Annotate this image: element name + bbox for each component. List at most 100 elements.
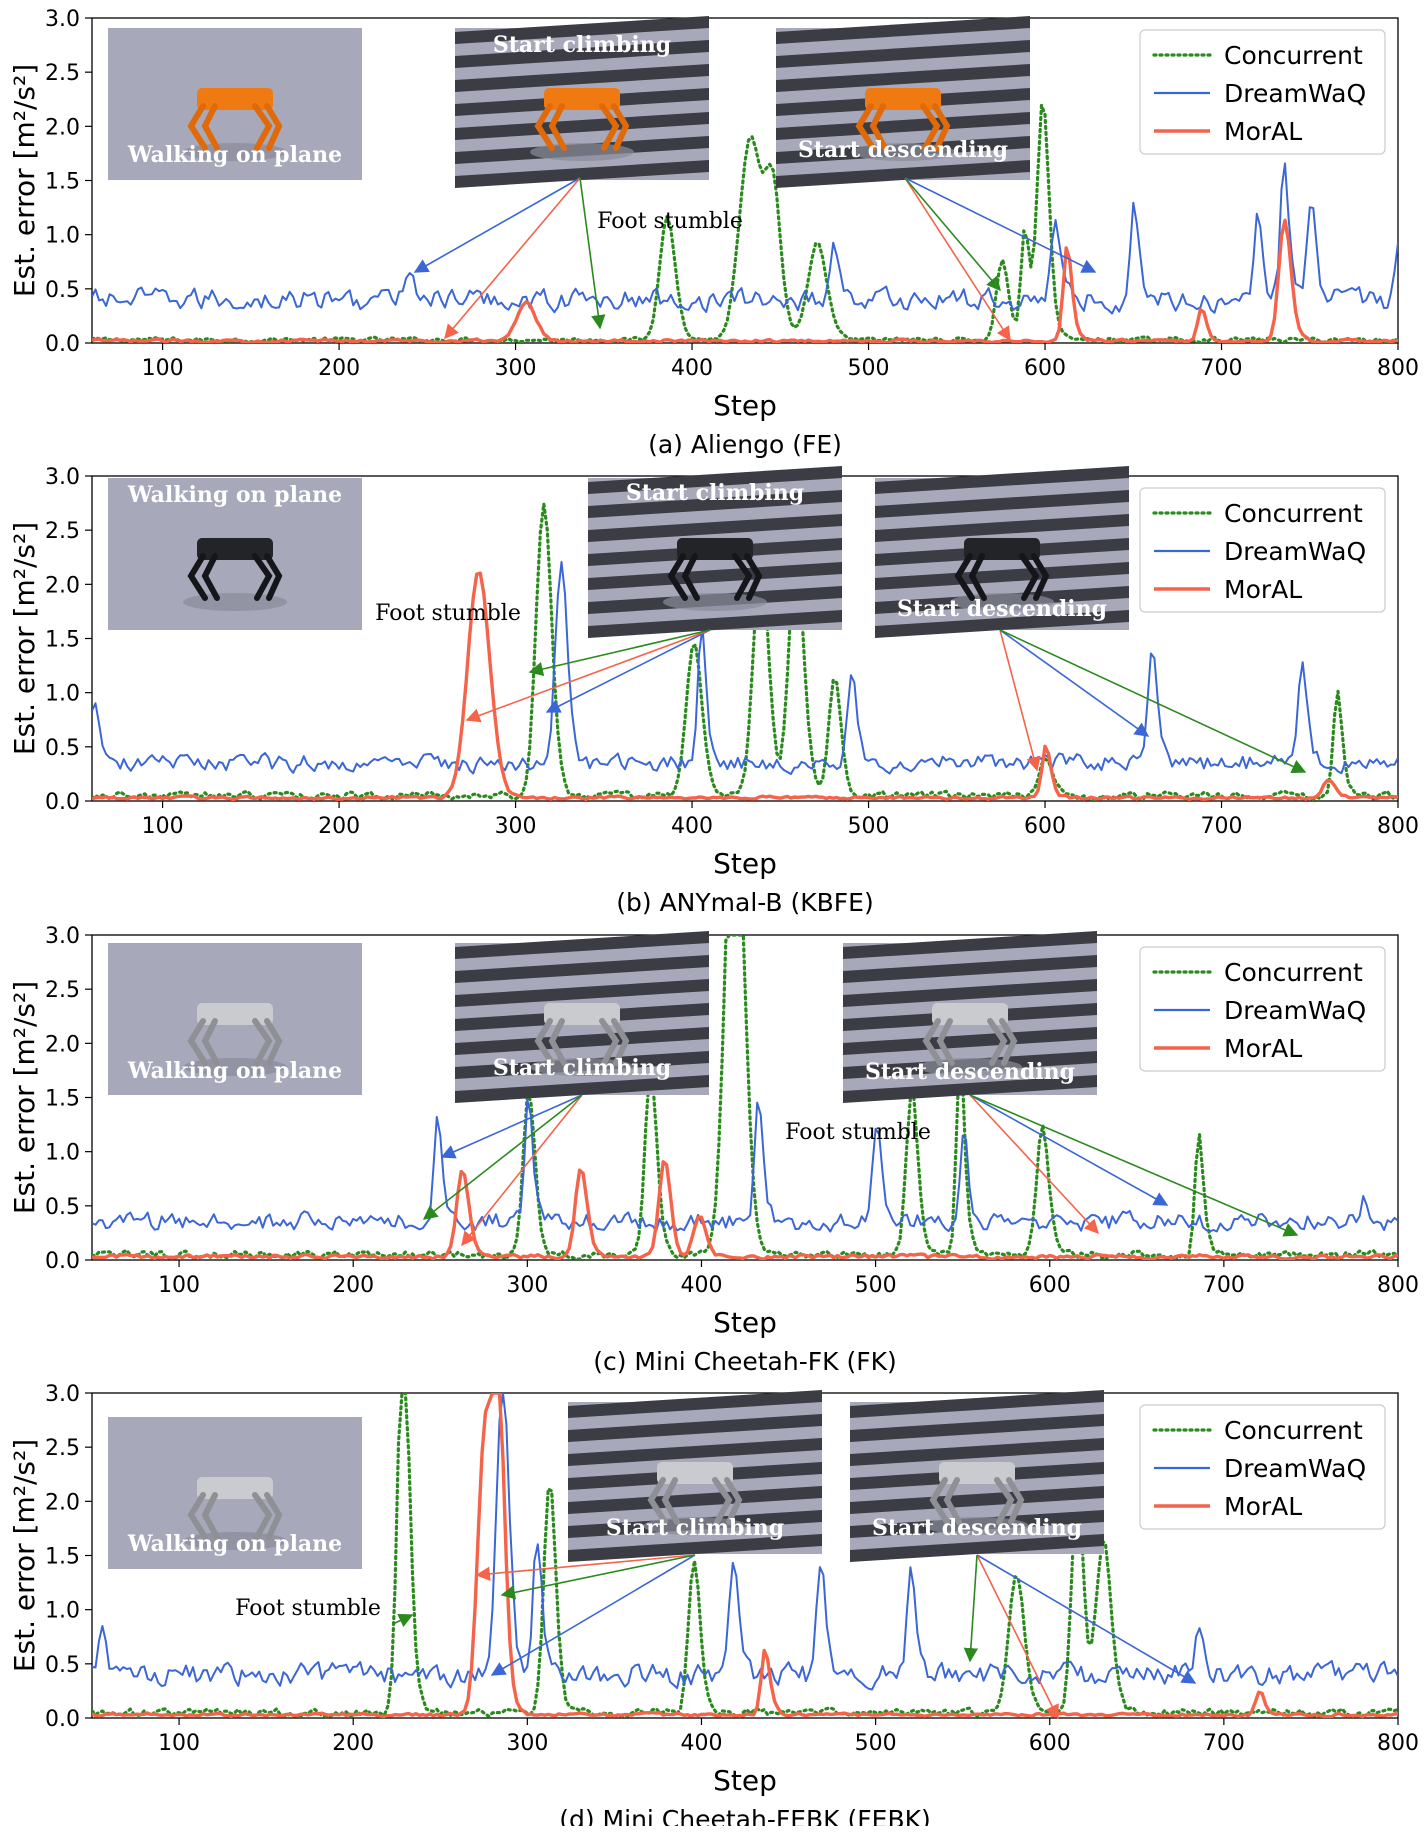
y-tick-label: 2.0 — [45, 1490, 80, 1515]
robot-shadow — [918, 1058, 1022, 1076]
legend-label-dreamwaq: DreamWaQ — [1224, 1454, 1366, 1483]
y-tick-label: 2.0 — [45, 115, 80, 140]
stair-step — [588, 562, 842, 590]
robot-leg — [999, 1018, 1018, 1066]
annotation-arrow — [528, 629, 711, 677]
legend-label-concurrent: Concurrent — [1224, 1416, 1363, 1445]
y-tick-label: 3.0 — [45, 465, 80, 490]
stair-step — [455, 112, 709, 140]
x-tick-label: 300 — [506, 1273, 548, 1298]
y-tick-label: 0.0 — [45, 790, 80, 815]
robot-leg — [548, 1018, 567, 1066]
robot-leg — [201, 1492, 220, 1540]
x-tick-label: 500 — [855, 1273, 897, 1298]
chart-svg: 100 200 300 400 500 600 700 800 0.0 0.5 1.0 1.5 2.0 2… — [8, 7, 1419, 458]
stair-step — [776, 112, 1030, 140]
y-tick-label: 2.5 — [45, 61, 80, 86]
x-tick-label: 800 — [1377, 356, 1419, 381]
stair-step — [843, 1075, 1097, 1103]
x-tick-label: 800 — [1377, 1273, 1419, 1298]
robot-leg — [1019, 553, 1040, 601]
legend-label-dreamwaq: DreamWaQ — [1224, 79, 1366, 108]
legend-box — [1139, 1404, 1386, 1530]
robot-leg — [252, 553, 273, 601]
x-tick-label: 600 — [1024, 356, 1066, 381]
stair-step — [850, 1414, 1104, 1442]
y-axis-label: Est. error [m²/s²] — [8, 64, 41, 297]
legend-box — [1139, 946, 1386, 1072]
legend-box — [1139, 29, 1386, 155]
robot-leg — [252, 103, 273, 151]
x-tick-label: 200 — [332, 1731, 374, 1756]
inset-image: Start climbing — [568, 1390, 822, 1562]
annotation-arrow — [444, 177, 581, 340]
annotation-arrow — [440, 1094, 583, 1159]
y-tick-label: 2.0 — [45, 1032, 80, 1057]
annotation-foot-stumble: Foot stumble — [235, 1596, 381, 1621]
robot-leg — [968, 553, 987, 601]
x-tick-label: 300 — [495, 356, 537, 381]
inset-image: Walking on plane — [108, 28, 362, 180]
annotation-foot-stumble: Foot stumble — [597, 209, 743, 234]
x-axis-label: Step — [713, 1764, 777, 1797]
robot-leg — [712, 1477, 733, 1525]
robot-shadow — [183, 1532, 287, 1550]
stair-step — [875, 514, 1129, 542]
stair-step — [850, 1390, 1104, 1418]
stair-step — [455, 16, 709, 44]
robot-leg — [534, 1018, 555, 1066]
inset-image: Start climbing — [455, 931, 709, 1103]
robot-leg — [187, 1492, 208, 1540]
y-tick-label: 1.5 — [45, 170, 80, 195]
robot-leg — [954, 553, 975, 601]
stair-step — [588, 490, 842, 518]
robot-leg — [1006, 1477, 1025, 1525]
stair-step — [875, 490, 1129, 518]
chart-svg: 100 200 300 400 500 600 700 800 0.0 0.5 1.0 1.5 2.0 2… — [8, 924, 1419, 1375]
annotation-arrow — [976, 1554, 1059, 1720]
x-tick-label: 700 — [1201, 814, 1243, 839]
robot-leg — [661, 1477, 680, 1525]
x-tick-label: 100 — [158, 1273, 200, 1298]
chart-svg: 100 200 300 400 500 600 700 800 0.0 0.5 1.0 1.5 2.0 2… — [8, 1382, 1419, 1826]
inset-image: Start descending — [843, 931, 1097, 1103]
robot-leg — [201, 553, 220, 601]
robot-leg — [932, 103, 951, 151]
series-line-concurrent — [92, 1393, 1398, 1718]
stair-step — [843, 931, 1097, 959]
robot-shadow — [183, 1058, 287, 1076]
inset-image: Start descending — [776, 16, 1030, 188]
robot-shadow — [530, 143, 634, 161]
robot-leg — [611, 1018, 630, 1066]
robot-leg — [548, 103, 567, 151]
stair-step — [588, 610, 842, 638]
annotation-foot-stumble: Foot stumble — [375, 601, 521, 626]
x-tick-label: 800 — [1377, 1731, 1419, 1756]
stair-step — [843, 979, 1097, 1007]
inset-label: Start climbing — [493, 32, 671, 58]
stair-step — [843, 1027, 1097, 1055]
y-tick-label: 2.5 — [45, 978, 80, 1003]
robot-shadow — [950, 593, 1054, 611]
chart-caption: (c) Mini Cheetah-FK (FK) — [593, 1347, 897, 1375]
robot-leg — [264, 553, 283, 601]
annotation-arrow — [904, 177, 1001, 292]
stair-step — [568, 1438, 822, 1466]
stair-step — [588, 514, 842, 542]
inset-label: Walking on plane — [127, 1058, 342, 1084]
robot-leg — [724, 1477, 743, 1525]
legend-label-concurrent: Concurrent — [1224, 499, 1363, 528]
stair-step — [843, 955, 1097, 983]
x-tick-label: 500 — [848, 356, 890, 381]
robot-leg — [855, 103, 876, 151]
y-tick-label: 3.0 — [45, 7, 80, 32]
annotation-arrow — [969, 1094, 1169, 1206]
series-line-moral — [92, 218, 1398, 343]
x-tick-label: 400 — [680, 1273, 722, 1298]
x-axis-label: Step — [713, 847, 777, 880]
robot-leg — [611, 103, 630, 151]
robot-body — [657, 1462, 733, 1484]
inset-label: Start climbing — [606, 1515, 784, 1541]
robot-leg — [922, 1018, 943, 1066]
y-tick-label: 1.0 — [45, 682, 80, 707]
